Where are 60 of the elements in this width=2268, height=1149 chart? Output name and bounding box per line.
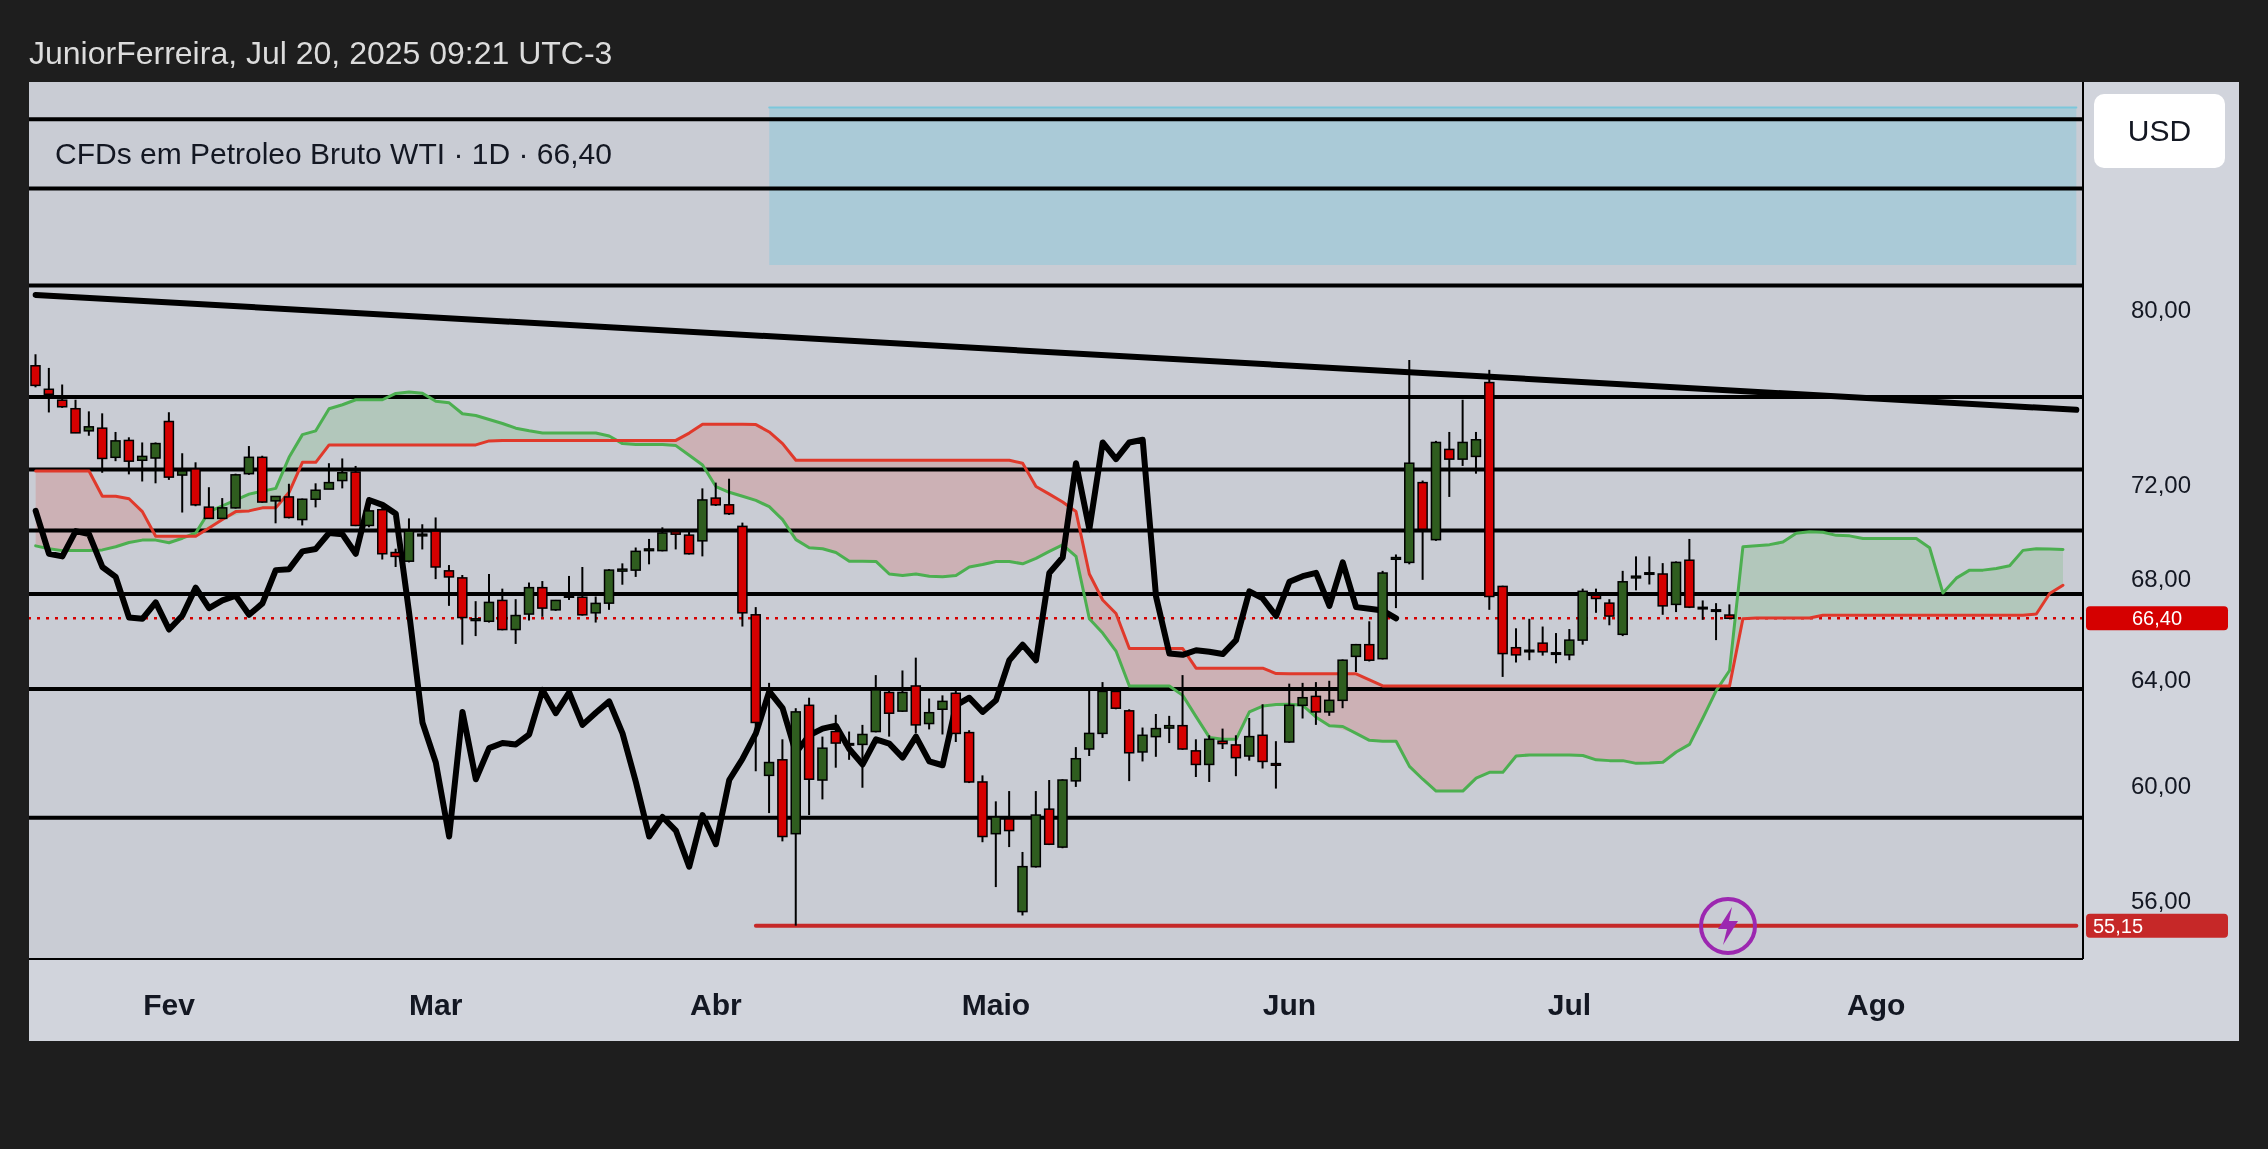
- candlestick: [216, 497, 228, 520]
- y-tick-label: 80,00: [2130, 296, 2192, 324]
- candlestick: [830, 713, 842, 769]
- candlestick: [470, 600, 481, 638]
- candlestick: [297, 497, 308, 527]
- candlestick: [310, 482, 321, 509]
- x-tick-label: Ago: [1847, 987, 1906, 1021]
- candlestick: [30, 353, 41, 389]
- candlestick: [1137, 726, 1148, 763]
- x-tick-label: Abr: [690, 987, 743, 1021]
- candlestick: [1537, 625, 1548, 657]
- y-tick-label: 72,00: [2130, 470, 2192, 498]
- y-tick-label: 56,00: [2130, 886, 2192, 914]
- candlestick: [1217, 727, 1228, 750]
- candlestick: [710, 481, 721, 507]
- candlestick: [1350, 642, 1362, 674]
- data-label: 55,15: [2093, 914, 2144, 937]
- y-tick-label: 60,00: [2130, 772, 2192, 800]
- candlestick: [110, 430, 121, 463]
- candlestick: [923, 697, 935, 731]
- candlestick: [630, 546, 641, 578]
- candlestick: [1644, 555, 1655, 586]
- candlestick: [1550, 632, 1562, 665]
- candlestick: [1243, 716, 1255, 762]
- y-tick-label: 68,00: [2130, 565, 2192, 593]
- candlestick: [857, 723, 868, 789]
- y-tick-label: 64,00: [2130, 665, 2192, 693]
- x-tick-label: Maio: [961, 987, 1031, 1021]
- line-series: [34, 390, 2065, 793]
- candlestick: [283, 482, 295, 520]
- y-axis-title: USD: [2127, 114, 2192, 148]
- button: USD: [2094, 94, 2225, 168]
- candlestick: [1510, 627, 1522, 664]
- line-series: [34, 422, 2065, 688]
- candlestick: [1230, 734, 1242, 778]
- candlestick: [723, 477, 735, 516]
- x-tick-label: Mar: [409, 987, 463, 1021]
- text: JuniorFerreira, Jul 20, 2025 09:21 UTC-3: [29, 34, 613, 72]
- x-tick-label: Jun: [1262, 987, 1317, 1021]
- x-tick-label: Jul: [1547, 987, 1592, 1021]
- x-tick-label: Fev: [143, 987, 196, 1021]
- candlestick: [390, 547, 401, 568]
- candlestick: [1270, 740, 1282, 790]
- text: CFDs em Petroleo Bruto WTI · 1D · 66,40: [55, 137, 612, 171]
- candlestick: [1564, 628, 1575, 662]
- candlestick: [1070, 746, 1082, 788]
- candlestick: [1163, 714, 1175, 745]
- candlestick: [617, 562, 628, 586]
- candlestick: [1630, 555, 1642, 592]
- candlestick: [203, 486, 215, 520]
- candlestick: [1524, 617, 1535, 662]
- candlestick: [937, 694, 948, 736]
- candlestick: [510, 598, 521, 645]
- candlestick: [843, 730, 855, 761]
- ref-line-label: 66,40: [2131, 607, 2183, 630]
- candlestick: [643, 537, 655, 566]
- candlestick: [83, 410, 95, 437]
- candlestick: [1150, 713, 1162, 758]
- candlestick: [1190, 738, 1202, 779]
- candlestick: [270, 495, 281, 525]
